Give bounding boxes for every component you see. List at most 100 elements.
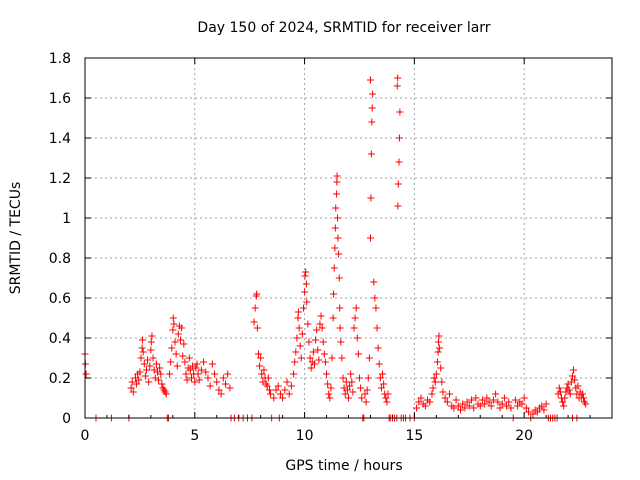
y-tick-label: 0.4 — [49, 331, 71, 347]
data-point — [217, 390, 225, 398]
data-point — [250, 318, 258, 326]
data-point — [522, 404, 530, 412]
y-tick-label: 1.4 — [49, 131, 71, 147]
data-point — [431, 378, 439, 386]
data-point — [172, 350, 180, 358]
y-tick-label: 1.8 — [49, 51, 71, 67]
data-point — [276, 390, 284, 398]
data-point — [135, 376, 143, 384]
data-point — [514, 402, 522, 410]
y-tick-label: 1.6 — [49, 91, 71, 107]
data-point — [456, 406, 464, 414]
data-point — [336, 324, 344, 332]
data-point — [366, 234, 374, 242]
data-point — [281, 386, 289, 394]
data-point — [478, 396, 486, 404]
data-point — [274, 382, 282, 390]
data-point — [168, 344, 176, 352]
y-tick-label: 0 — [62, 411, 71, 427]
data-point — [355, 374, 363, 382]
data-point — [157, 370, 165, 378]
data-point — [169, 314, 177, 322]
data-point — [291, 358, 299, 366]
data-point — [542, 400, 550, 408]
data-point — [301, 272, 309, 280]
plot-frame — [84, 57, 613, 419]
data-point — [302, 268, 310, 276]
y-tick-label: 1.2 — [49, 171, 71, 187]
data-point — [561, 394, 569, 402]
data-point — [394, 202, 402, 210]
data-point — [446, 390, 454, 398]
data-point — [331, 244, 339, 252]
data-point — [251, 304, 259, 312]
data-point — [362, 398, 370, 406]
data-point — [197, 366, 205, 374]
data-point — [323, 370, 331, 378]
data-point — [333, 172, 341, 180]
data-point — [318, 324, 326, 332]
data-point — [332, 190, 340, 198]
data-point — [145, 378, 153, 386]
data-point — [264, 374, 272, 382]
data-point — [434, 348, 442, 356]
data-point — [377, 384, 385, 392]
data-point — [162, 390, 170, 398]
data-point — [191, 378, 199, 386]
data-point — [533, 408, 541, 416]
data-point — [500, 394, 508, 402]
data-point — [295, 324, 303, 332]
data-point — [369, 90, 377, 98]
data-point — [173, 362, 181, 370]
data-point — [149, 354, 157, 362]
data-point — [432, 370, 440, 378]
data-point — [574, 382, 582, 390]
data-point — [290, 370, 298, 378]
data-point — [346, 382, 354, 390]
data-point — [306, 354, 314, 362]
data-point — [570, 366, 578, 374]
data-point — [345, 394, 352, 402]
data-point — [366, 76, 374, 84]
y-axis-label: SRMTID / TECUs — [8, 182, 24, 295]
data-point — [297, 354, 305, 362]
data-point — [372, 304, 380, 312]
data-point — [476, 402, 484, 410]
data-point — [415, 398, 423, 406]
data-point — [370, 278, 378, 286]
data-point — [380, 380, 388, 388]
data-point — [224, 370, 232, 378]
data-point — [296, 342, 304, 350]
data-point — [525, 408, 533, 416]
data-point — [335, 250, 343, 258]
data-point — [258, 370, 266, 378]
data-point — [465, 402, 473, 410]
data-point — [379, 370, 387, 378]
data-point — [307, 364, 315, 372]
data-point — [498, 400, 506, 408]
data-point — [215, 386, 223, 394]
data-point — [204, 374, 212, 382]
data-point — [435, 338, 443, 346]
data-point — [426, 398, 434, 406]
data-point — [349, 388, 357, 396]
data-point — [436, 344, 444, 352]
data-point — [467, 396, 475, 404]
data-point — [375, 360, 383, 368]
data-point — [270, 394, 278, 402]
data-point — [128, 378, 136, 386]
data-point — [365, 354, 373, 362]
data-point — [363, 386, 371, 394]
data-point — [538, 402, 546, 410]
data-point — [367, 150, 375, 158]
data-point — [357, 384, 365, 392]
data-point — [328, 354, 336, 362]
data-point — [194, 370, 202, 378]
data-point — [283, 378, 291, 386]
data-point — [343, 386, 351, 394]
data-point — [352, 304, 360, 312]
data-point — [202, 368, 210, 376]
data-point — [187, 374, 195, 382]
data-point — [358, 394, 366, 402]
